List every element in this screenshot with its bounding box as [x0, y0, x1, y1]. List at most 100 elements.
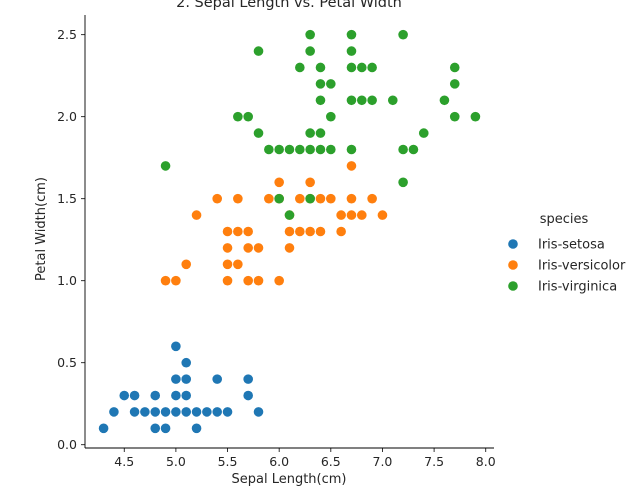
x-tick-label: 5.5: [218, 454, 238, 469]
data-point: [160, 161, 171, 171]
data-point: [315, 193, 326, 204]
data-point: [305, 128, 315, 138]
legend-marker: [508, 239, 518, 249]
data-points: [98, 29, 481, 434]
chart-title: 2. Sepal Length vs. Petal Width: [176, 0, 402, 11]
data-point: [274, 193, 284, 204]
data-point: [253, 275, 264, 286]
data-point: [356, 95, 367, 106]
data-point: [202, 407, 212, 417]
data-point: [181, 374, 192, 384]
data-point: [284, 243, 295, 253]
plot-area: 4.5 5.0 5.5 6.0 6.5 7.0 7.5 8.0 0.0 0.5 1.0 1.5 2.0…: [57, 15, 496, 469]
data-point: [346, 144, 357, 155]
data-point: [150, 423, 161, 434]
legend-title: species: [540, 212, 589, 227]
x-tick-label: 6.5: [321, 454, 341, 469]
data-point: [222, 259, 233, 270]
data-point: [181, 407, 192, 417]
data-point: [171, 374, 181, 384]
x-axis-label: Sepal Length(cm): [231, 472, 346, 487]
data-point: [150, 407, 161, 417]
data-point: [326, 111, 336, 122]
data-point: [336, 226, 346, 237]
data-point: [98, 423, 109, 434]
data-point: [109, 407, 119, 417]
y-axis-label: Petal Width(cm): [34, 177, 49, 281]
data-point: [326, 79, 336, 89]
legend-marker: [508, 281, 518, 291]
y-tick-label: 1.5: [57, 191, 77, 206]
y-tick-label: 2.0: [57, 109, 77, 124]
x-tick-label: 7.5: [424, 454, 444, 469]
data-point: [160, 423, 171, 434]
data-point: [160, 407, 171, 417]
data-point: [150, 390, 161, 401]
data-point: [243, 243, 253, 253]
data-point: [305, 144, 315, 155]
data-point: [212, 374, 223, 384]
data-point: [326, 144, 336, 155]
data-point: [243, 226, 253, 237]
data-point: [243, 374, 253, 384]
data-point: [171, 275, 181, 286]
data-point: [346, 210, 357, 220]
data-point: [315, 226, 326, 237]
data-point: [233, 111, 243, 122]
data-point: [222, 275, 233, 286]
data-point: [356, 210, 367, 220]
x-tick-label: 7.0: [373, 454, 393, 469]
data-point: [171, 390, 181, 401]
data-point: [295, 193, 305, 204]
data-point: [418, 128, 429, 138]
data-point: [305, 177, 315, 188]
data-point: [315, 144, 326, 155]
data-point: [315, 62, 326, 73]
data-point: [253, 243, 264, 253]
data-point: [171, 407, 181, 417]
legend: species Iris-setosa Iris-versicolor Iris-v…: [508, 212, 626, 295]
data-point: [449, 111, 460, 122]
data-point: [398, 144, 408, 155]
y-axis-ticks: 0.0 0.5 1.0 1.5 2.0 2.5: [57, 27, 85, 452]
data-point: [470, 111, 481, 122]
data-point: [233, 226, 243, 237]
data-point: [336, 210, 346, 220]
x-axis-ticks: 4.5 5.0 5.5 6.0 6.5 7.0 7.5 8.0: [114, 448, 496, 469]
data-point: [439, 95, 450, 106]
x-tick-label: 6.0: [269, 454, 289, 469]
series-iris-versicolor: [160, 161, 388, 286]
data-point: [233, 259, 243, 270]
data-point: [181, 390, 192, 401]
data-point: [326, 193, 336, 204]
data-point: [346, 161, 357, 171]
data-point: [367, 193, 377, 204]
y-tick-label: 1.0: [57, 273, 77, 288]
y-tick-label: 2.5: [57, 27, 77, 42]
data-point: [305, 226, 315, 237]
data-point: [222, 407, 233, 417]
data-point: [367, 95, 377, 106]
data-point: [253, 407, 264, 417]
data-point: [243, 111, 253, 122]
data-point: [222, 226, 233, 237]
data-point: [191, 423, 202, 434]
data-point: [243, 390, 253, 401]
data-point: [449, 79, 460, 89]
data-point: [181, 357, 192, 368]
data-point: [408, 144, 419, 155]
data-point: [305, 29, 315, 40]
data-point: [398, 29, 408, 40]
data-point: [346, 62, 357, 73]
data-point: [233, 193, 243, 204]
data-point: [305, 46, 315, 56]
data-point: [212, 193, 223, 204]
data-point: [284, 144, 295, 155]
data-point: [140, 407, 150, 417]
data-point: [129, 407, 140, 417]
x-tick-label: 8.0: [476, 454, 496, 469]
data-point: [284, 210, 295, 220]
x-tick-label: 5.0: [166, 454, 186, 469]
data-point: [315, 79, 326, 89]
